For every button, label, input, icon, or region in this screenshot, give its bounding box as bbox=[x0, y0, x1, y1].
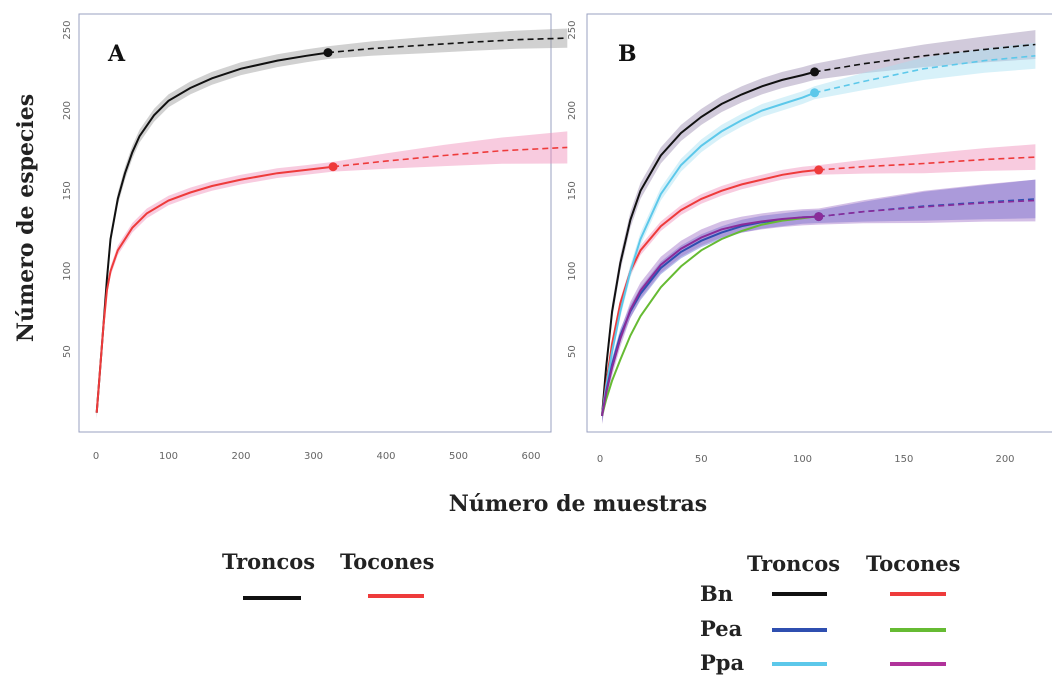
panel-a-y-ticks: 50 100 150 200 250 bbox=[62, 21, 73, 358]
panel-a-x-tick-300: 300 bbox=[304, 451, 323, 462]
panel-b-y-tick-200: 200 bbox=[567, 101, 578, 120]
panel-a-band-troncos bbox=[96, 28, 568, 420]
panel-a-marker-troncos bbox=[323, 48, 333, 58]
panel-b-line-ppa-troncos-observed bbox=[601, 91, 815, 417]
panel-a-band-tocones bbox=[96, 131, 568, 418]
legend-a-header-tocones: Tocones bbox=[340, 549, 434, 574]
panel-a-frame bbox=[78, 13, 552, 433]
panel-a-y-tick-150: 150 bbox=[62, 181, 73, 200]
panel-b-y-tick-150: 150 bbox=[567, 181, 578, 200]
panel-b-line-bn-troncos-observed bbox=[601, 70, 815, 416]
panel-a-marker-tocones bbox=[328, 162, 338, 172]
panel-a-y-tick-100: 100 bbox=[62, 262, 73, 281]
panel-b-bands bbox=[602, 30, 1036, 424]
legend-b-row-label-ppa: Ppa bbox=[700, 650, 744, 675]
legend-b: Troncos Tocones Bn Pea Ppa bbox=[700, 551, 960, 675]
panel-b-marker-bn-tocones bbox=[814, 165, 824, 175]
legend-a-header-troncos: Troncos bbox=[222, 549, 315, 574]
panel-b-line-ppa-tocones-observed bbox=[601, 215, 819, 417]
panel-a: 0 100 200 300 400 500 600 50 100 150 200 250 A bbox=[62, 13, 568, 462]
panel-a-y-tick-50: 50 bbox=[62, 345, 73, 358]
panel-a-markers bbox=[323, 48, 338, 172]
panel-b-line-bn-tocones-observed bbox=[601, 168, 819, 417]
panel-b-y-tick-250: 250 bbox=[567, 21, 578, 40]
panel-b-x-ticks: 0 50 100 150 200 bbox=[597, 454, 1015, 465]
panel-b: 0 50 100 150 200 50 100 150 200 250 B bbox=[567, 13, 1052, 465]
panel-b-line-bn-troncos-extrapolated bbox=[814, 43, 1036, 73]
panel-a-x-tick-0: 0 bbox=[93, 451, 99, 462]
panel-a-bands bbox=[96, 28, 568, 420]
panel-b-marker-ppa-tocones bbox=[814, 212, 824, 222]
panel-b-y-ticks: 50 100 150 200 250 bbox=[567, 21, 578, 358]
panel-b-x-tick-200: 200 bbox=[995, 454, 1014, 465]
panel-a-x-tick-600: 600 bbox=[521, 451, 540, 462]
panel-b-band-ppa-troncos bbox=[602, 42, 1036, 423]
legend-b-header-tocones: Tocones bbox=[866, 551, 960, 576]
y-axis-title: Número de especies bbox=[13, 94, 39, 342]
panel-a-x-ticks: 0 100 200 300 400 500 600 bbox=[93, 451, 541, 462]
panel-a-y-tick-250: 250 bbox=[62, 21, 73, 40]
panel-b-y-tick-100: 100 bbox=[567, 262, 578, 281]
panel-b-line-pea-tocones-observed bbox=[601, 215, 815, 417]
panel-b-line-ppa-tocones-extrapolated bbox=[818, 199, 1036, 218]
panel-b-letter: B bbox=[618, 41, 637, 67]
panel-b-band-ppa-tocones bbox=[602, 179, 1036, 424]
panel-b-x-tick-0: 0 bbox=[597, 454, 603, 465]
panel-a-y-tick-200: 200 bbox=[62, 101, 73, 120]
panel-b-frame bbox=[586, 13, 1052, 433]
panel-b-line-pea-troncos-observed bbox=[601, 215, 819, 417]
panel-a-line-tocones-extrapolated bbox=[333, 146, 568, 168]
panel-b-x-tick-100: 100 bbox=[793, 454, 812, 465]
panel-a-letter: A bbox=[107, 41, 126, 67]
panel-b-lines bbox=[601, 43, 1036, 417]
legend-a: Troncos Tocones bbox=[222, 549, 434, 600]
panel-b-markers bbox=[810, 67, 824, 222]
panel-b-line-bn-tocones-extrapolated bbox=[818, 156, 1036, 171]
panel-b-marker-ppa-troncos bbox=[810, 88, 820, 98]
panel-a-x-tick-200: 200 bbox=[231, 451, 250, 462]
legend-b-header-troncos: Troncos bbox=[747, 551, 840, 576]
panel-a-x-tick-100: 100 bbox=[159, 451, 178, 462]
panel-b-marker-bn-troncos bbox=[810, 67, 820, 77]
panel-b-x-tick-150: 150 bbox=[894, 454, 913, 465]
panel-a-x-tick-500: 500 bbox=[449, 451, 468, 462]
x-axis-title: Número de muestras bbox=[449, 491, 707, 517]
panel-a-lines bbox=[95, 37, 568, 413]
panel-b-y-tick-50: 50 bbox=[567, 345, 578, 358]
panel-a-line-tocones-observed bbox=[95, 165, 334, 413]
legend-b-row-label-pea: Pea bbox=[700, 616, 743, 641]
panel-a-x-tick-400: 400 bbox=[376, 451, 395, 462]
panel-b-line-ppa-troncos-extrapolated bbox=[814, 55, 1036, 94]
legend-b-row-label-bn: Bn bbox=[700, 581, 733, 606]
panel-b-x-tick-50: 50 bbox=[695, 454, 708, 465]
panel-b-band-pea-troncos bbox=[602, 179, 1036, 423]
